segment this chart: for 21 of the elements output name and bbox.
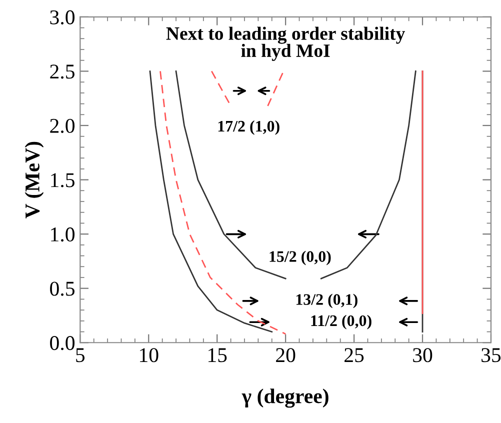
annotation: 11/2 (0,0) xyxy=(311,314,372,330)
x-tick-label: 15 xyxy=(208,348,227,362)
x-tick-label: 30 xyxy=(413,348,432,362)
y-tick-label: 2.5 xyxy=(50,64,74,79)
y-tick-label: 0.5 xyxy=(50,282,74,296)
y-tick-label: 1.0 xyxy=(51,227,75,242)
y-tick-label: 3.0 xyxy=(50,10,75,24)
y-tick-label: 2.0 xyxy=(50,118,75,134)
x-tick-label: 20 xyxy=(276,348,296,362)
x-axis-title: γ (degree) xyxy=(242,388,328,408)
x-tick-label: 10 xyxy=(140,348,158,362)
y-tick-label: 1.5 xyxy=(51,173,74,188)
x-tick-label: 5 xyxy=(76,348,85,362)
y-axis-title: V (MeV) xyxy=(24,142,44,218)
x-tick-label: 25 xyxy=(344,348,364,362)
annotation: 15/2 (0,0) xyxy=(270,250,331,266)
y-tick-label: 0.0 xyxy=(50,336,75,350)
text: Next to leading order stability in hyd MoI xyxy=(166,26,406,61)
annotation: 17/2 (1,0) xyxy=(218,120,280,135)
annotation: 13/2 (0,1) xyxy=(296,294,358,308)
x-tick-label: 35 xyxy=(482,348,501,362)
